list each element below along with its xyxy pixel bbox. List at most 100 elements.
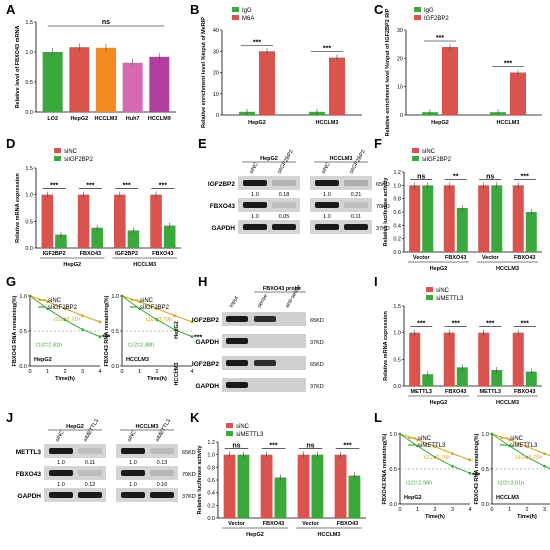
- y-tick-label: 0.8: [207, 465, 215, 471]
- significance-label: ns: [232, 443, 240, 450]
- blot-band: [254, 316, 276, 322]
- significance-label: ***: [504, 61, 512, 68]
- y-tick-label: 1.5: [25, 20, 33, 26]
- y-tick-label: 0: [400, 113, 403, 119]
- blot-band: [78, 448, 102, 454]
- half-life-si: t1/2=3.01h: [498, 480, 524, 486]
- blot-band: [49, 448, 73, 454]
- data-point: [543, 452, 546, 455]
- blot-band: [243, 224, 267, 230]
- y-tick-label: 0.4: [207, 491, 215, 497]
- y-tick-label: 0.0: [25, 246, 33, 252]
- bar-1: [55, 234, 67, 248]
- blot-membrane: [44, 488, 106, 502]
- lane-label: siMETTL3: [83, 418, 101, 443]
- chart-layer: 0.0 0.5 1.0 1.5 Relative level of FBXO43 mRN…: [12, 7, 550, 538]
- legend-swatch: [426, 295, 433, 300]
- data-point: [543, 464, 546, 468]
- significance-label: **: [453, 173, 459, 180]
- legend-swatch: [414, 15, 421, 20]
- data-point: [138, 300, 141, 303]
- significance-label: ***: [253, 39, 261, 46]
- y-tick-label: 0.8: [393, 197, 401, 203]
- blot-band: [272, 224, 296, 230]
- bar-0: [77, 194, 90, 248]
- x-tick-label: HCCLM3: [497, 120, 520, 126]
- x-tick-label: Vector: [413, 255, 431, 261]
- legend-swatch: [426, 287, 433, 292]
- lane-label: siNC: [321, 162, 332, 175]
- x-tick-label: FBXO43: [263, 521, 284, 527]
- legend-swatch: [232, 15, 239, 20]
- half-life-si: t1/2=2.88h: [128, 342, 154, 348]
- band-quant: 0.13: [157, 460, 168, 466]
- band-quant: 0.05: [279, 214, 290, 220]
- kd-label: 65KD: [310, 362, 324, 368]
- bar-1: [456, 208, 468, 252]
- legend-label: IgG: [424, 8, 434, 14]
- x-tick-label: 1: [46, 369, 49, 375]
- data-point: [173, 314, 176, 317]
- bar-1: [525, 212, 537, 252]
- band-quant: 0.16: [157, 482, 168, 488]
- band-quant: 1.0: [251, 214, 259, 220]
- data-point: [28, 294, 32, 298]
- blot-membrane: [116, 488, 178, 502]
- bar: [122, 62, 143, 112]
- band-quant: 0.11: [85, 460, 95, 466]
- bar-0: [409, 332, 421, 386]
- blot-cell-label: HepG2: [66, 424, 84, 430]
- y-tick-label: 1.0: [25, 193, 33, 199]
- data-point: [63, 307, 67, 310]
- bar-1: [442, 47, 458, 115]
- kd-label: 65KD: [182, 450, 196, 456]
- blot-band: [49, 492, 73, 498]
- legend-label: siIGF2BP2: [64, 157, 94, 163]
- legend-swatch: [54, 148, 61, 153]
- x-tick-label: 0: [490, 507, 493, 513]
- bar-0: [443, 332, 455, 386]
- x-tick-label: FBXO43: [445, 389, 466, 395]
- y-tick-label: 0.0: [481, 502, 489, 508]
- x-tick-label: Huh7: [126, 116, 140, 122]
- data-point: [81, 314, 84, 317]
- data-point: [190, 320, 194, 324]
- kd-label: 65KD: [376, 182, 390, 188]
- cell-label: HCCLM3: [496, 495, 519, 501]
- blot-cell-label: HepG2: [260, 156, 278, 162]
- panel-label-e: E: [198, 136, 207, 151]
- y-tick-label: 0.0: [19, 364, 27, 370]
- blot-band: [150, 448, 174, 454]
- y-tick-label: 1.0: [207, 453, 215, 459]
- y-tick-label: 1.5: [393, 304, 401, 310]
- panel-label-k: K: [190, 410, 200, 425]
- x-axis-label: Time(h): [425, 514, 445, 520]
- legend-label: siMETTL3: [510, 443, 538, 449]
- significance-label: ***: [86, 183, 94, 190]
- blot-membrane: [310, 220, 372, 234]
- y-tick-label: 30: [397, 28, 403, 34]
- data-point: [98, 320, 102, 324]
- bar-0: [512, 185, 524, 252]
- x-tick-label: 4: [468, 507, 471, 513]
- legend-label: siIGF2BP2: [48, 305, 78, 311]
- significance-label: ***: [472, 472, 480, 479]
- blot-membrane: [116, 444, 178, 458]
- x-tick-label: HCCLM9: [148, 116, 171, 122]
- band-quant: 0.11: [351, 214, 361, 220]
- y-tick-label: 0.5: [393, 357, 401, 363]
- significance-label: ***: [194, 334, 202, 341]
- legend-swatch: [54, 156, 61, 161]
- x-tick-label: METTL3: [411, 389, 432, 395]
- x-axis-label: Time(h): [55, 376, 75, 382]
- legend-swatch: [226, 431, 233, 436]
- blot-band: [49, 470, 73, 476]
- data-point: [468, 471, 472, 475]
- kd-label: 37KD: [310, 340, 324, 346]
- significance-label: ***: [486, 321, 494, 328]
- panel-label-f: F: [374, 136, 382, 151]
- x-tick-label: 3: [173, 369, 176, 375]
- x-tick-label: Vector: [482, 255, 500, 261]
- data-point: [508, 438, 511, 441]
- lane-label: sense: [257, 293, 270, 309]
